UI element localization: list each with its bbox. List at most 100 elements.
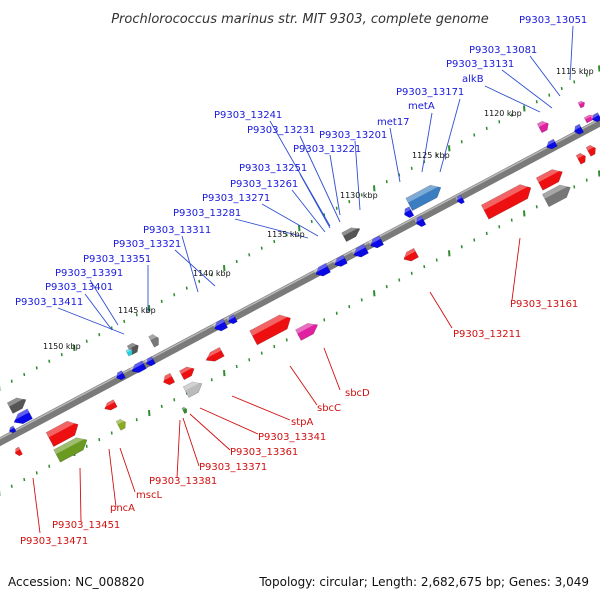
gene-label[interactable]: P9303_13311 — [143, 225, 211, 236]
forward-gene — [402, 206, 415, 219]
label-leader — [569, 25, 574, 81]
top-gene-labels: P9303_13051 P9303_13081 P9303_13131 alkB… — [15, 15, 587, 308]
forward-gene-shine — [125, 347, 133, 353]
label-leader — [182, 417, 200, 467]
label-leader — [108, 448, 117, 508]
accession-text: Accession: NC_008820 — [8, 575, 144, 589]
forward-gene-shine — [144, 356, 153, 363]
forward-gene-shine — [590, 112, 599, 119]
forward-gene — [129, 360, 147, 373]
forward-gene-shape — [353, 243, 369, 258]
gene-label[interactable]: metA — [408, 101, 435, 112]
forward-gene-shape — [536, 120, 549, 134]
gene-label[interactable]: P9303_13171 — [396, 87, 464, 98]
forward-gene-shape — [574, 123, 585, 135]
forward-gene — [313, 262, 331, 277]
genome-axis-highlight — [0, 118, 600, 440]
forward-gene — [226, 314, 238, 325]
forward-gene — [536, 119, 549, 134]
forward-gene — [11, 408, 33, 425]
gene-label[interactable]: met17 — [377, 117, 410, 128]
gene-label[interactable]: P9303_13391 — [55, 268, 123, 279]
label-leader — [57, 307, 125, 335]
label-leader — [484, 85, 541, 113]
scale-label: 1140 kbp — [193, 269, 231, 278]
gene-label[interactable]: P9303_13211 — [453, 329, 521, 340]
gene-label[interactable]: P9303_13251 — [239, 163, 307, 174]
gene-label[interactable]: P9303_13411 — [15, 297, 83, 308]
forward-gene-shape — [13, 408, 33, 425]
forward-gene-shape — [334, 254, 348, 267]
reverse-gene-shine — [536, 165, 562, 183]
gene-label[interactable]: pncA — [110, 503, 135, 514]
gene-label[interactable]: P9303_13051 — [519, 15, 587, 26]
label-leader — [421, 112, 433, 173]
gene-label[interactable]: P9303_13261 — [230, 179, 298, 190]
reverse-gene — [249, 311, 291, 346]
reverse-gene-shape — [541, 184, 571, 208]
label-leader — [269, 120, 331, 227]
label-leader — [199, 407, 259, 435]
reverse-gene-shine — [203, 347, 222, 359]
gene-label[interactable]: P9303_13281 — [173, 208, 241, 219]
scale-label: 1120 kbp — [484, 109, 522, 118]
gene-label[interactable]: P9303_13471 — [20, 536, 88, 547]
forward-gene-shine — [414, 215, 423, 223]
gene-label[interactable]: P9303_13271 — [202, 193, 270, 204]
forward-gene-shine — [7, 394, 26, 407]
gene-label[interactable]: P9303_13221 — [293, 144, 361, 155]
gene-label[interactable]: P9303_13361 — [230, 447, 298, 458]
forward-gene-shape — [214, 318, 229, 332]
forward-gene-shape — [341, 227, 361, 243]
label-leader — [119, 447, 136, 493]
forward-gene-shine — [332, 255, 345, 264]
forward-gene — [405, 181, 442, 212]
gene-label[interactable]: sbcC — [317, 403, 341, 414]
reverse-gene-shape — [163, 372, 176, 386]
gene-label[interactable]: P9303_13341 — [258, 432, 326, 443]
gene-label[interactable]: P9303_13231 — [247, 125, 315, 136]
scale-label: 1130 kbp — [340, 191, 378, 200]
forward-gene-shape — [370, 235, 385, 249]
reverse-gene-shape — [585, 144, 596, 157]
gene-label[interactable]: P9303_13131 — [446, 59, 514, 70]
forward-gene — [114, 370, 126, 381]
forward-gene — [148, 332, 159, 348]
gene-label[interactable]: P9303_13241 — [214, 110, 282, 121]
forward-gene-shine — [127, 341, 138, 350]
gene-label[interactable]: sbcD — [345, 388, 370, 399]
label-leader — [234, 218, 309, 239]
gene-label[interactable]: alkB — [462, 74, 484, 85]
gene-label[interactable]: P9303_13321 — [113, 239, 181, 250]
label-leader — [289, 365, 318, 406]
forward-gene-shine — [584, 113, 594, 120]
gene-label[interactable]: P9303_13451 — [52, 520, 120, 531]
gene-label[interactable]: P9303_13371 — [199, 462, 267, 473]
label-leader — [439, 98, 461, 173]
label-leader — [89, 279, 119, 326]
forward-gene-shape — [592, 112, 600, 123]
gene-label[interactable]: P9303_13201 — [319, 130, 387, 141]
gene-label[interactable]: P9303_13081 — [469, 45, 537, 56]
reverse-gene-shape — [45, 420, 79, 447]
forward-gene-shape — [404, 206, 415, 219]
reverse-gene — [102, 399, 118, 411]
forward-gene-shine — [544, 139, 555, 147]
gene-label[interactable]: P9303_13381 — [149, 476, 217, 487]
forward-gene — [572, 123, 585, 135]
gene-label[interactable]: P9303_13351 — [83, 254, 151, 265]
gene-label[interactable]: P9303_13161 — [510, 299, 578, 310]
reverse-gene — [585, 143, 596, 157]
forward-gene-shape — [416, 215, 427, 228]
gene-label[interactable]: mscL — [136, 490, 162, 501]
gene-label[interactable]: stpA — [291, 417, 313, 428]
forward-gene-shape — [116, 370, 126, 381]
gene-label[interactable]: P9303_13401 — [45, 282, 113, 293]
reverse-gene-shape — [535, 169, 563, 191]
label-leader — [84, 293, 113, 331]
forward-gene — [414, 215, 427, 228]
reverse-gene-shape — [53, 437, 88, 463]
reverse-gene — [535, 165, 563, 191]
label-leader — [189, 413, 231, 451]
